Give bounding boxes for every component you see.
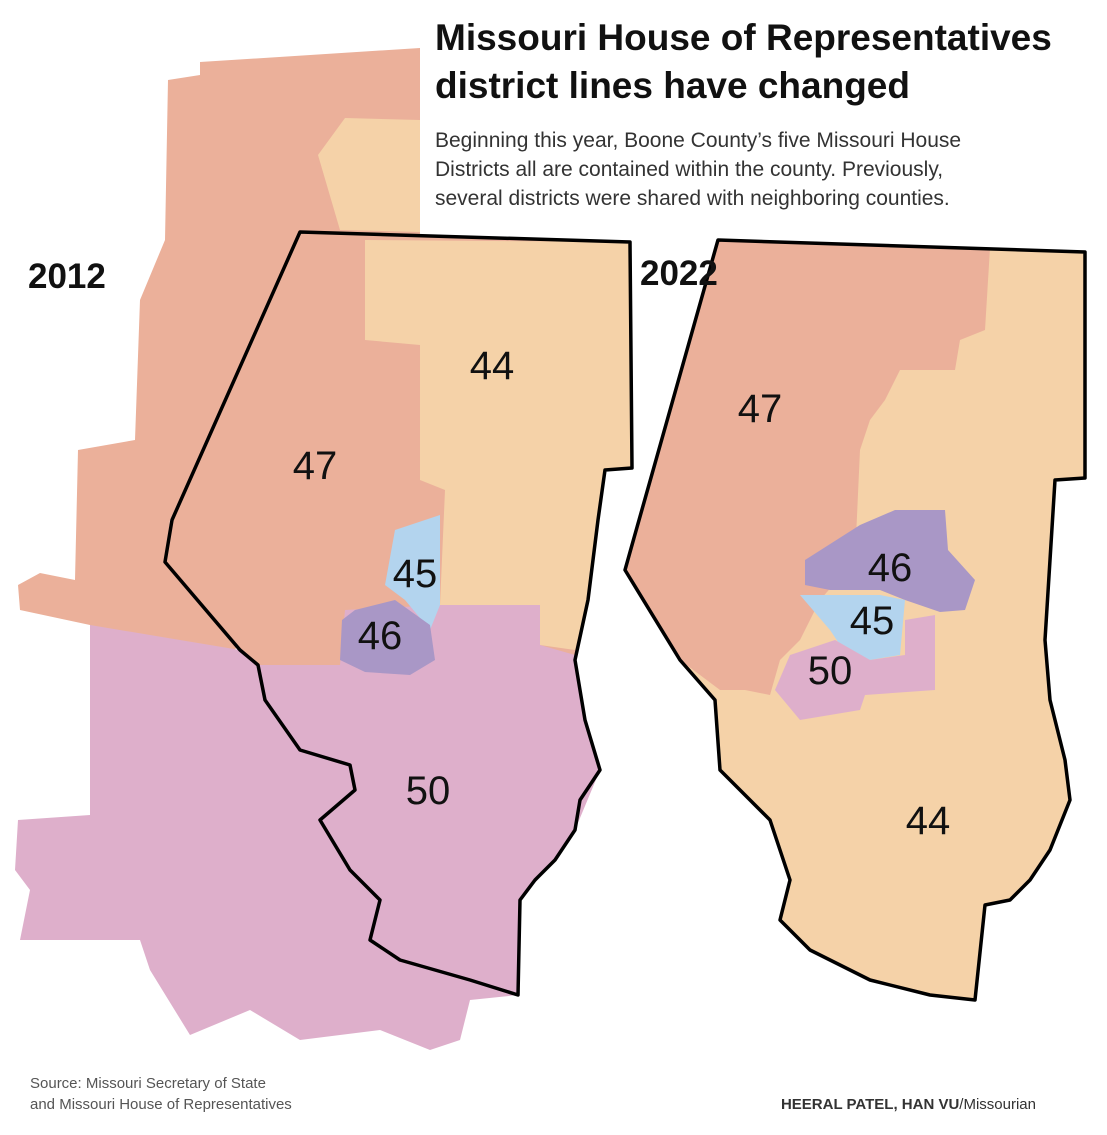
district-46 (805, 510, 975, 612)
district-label: 44 (470, 344, 515, 388)
map-2012 (15, 48, 634, 1050)
district-label: 45 (393, 552, 438, 596)
credit-outlet: /Missourian (959, 1096, 1036, 1113)
title: Missouri House of Representatives (435, 17, 1052, 58)
district-label: 45 (850, 599, 895, 643)
year-label: 2022 (640, 254, 718, 293)
district-label: 47 (738, 387, 783, 431)
title: district lines have changed (435, 65, 910, 106)
district-45 (800, 595, 905, 660)
district-47 (625, 240, 990, 695)
district-50 (775, 615, 935, 720)
district-label: 50 (808, 649, 853, 693)
district-45 (385, 515, 440, 630)
district-label: 46 (358, 614, 403, 658)
subtitle: several districts were shared with neigh… (435, 187, 950, 210)
year-label: 2012 (28, 257, 106, 296)
county-outline (623, 238, 1087, 1002)
credit: HEERAL PATEL, HAN VU/Missourian (781, 1096, 1036, 1113)
credit-names: HEERAL PATEL, HAN VU (781, 1096, 959, 1113)
region-outside (18, 48, 420, 680)
subtitle: Beginning this year, Boone County’s five… (435, 129, 961, 152)
district-label: 50 (406, 769, 451, 813)
county-outline (163, 230, 634, 997)
district-label: 46 (868, 546, 913, 590)
district-46 (340, 600, 435, 675)
source: Source: Missouri Secretary of State (30, 1075, 266, 1092)
source: and Missouri House of Representatives (30, 1096, 292, 1113)
map-2022 (623, 238, 1087, 1002)
district-label: 44 (906, 799, 951, 843)
region-outside (318, 118, 420, 232)
subtitle: Districts all are contained within the c… (435, 158, 943, 181)
district-44 (365, 240, 632, 650)
district-50 (15, 605, 600, 1050)
district-label: 47 (293, 444, 338, 488)
